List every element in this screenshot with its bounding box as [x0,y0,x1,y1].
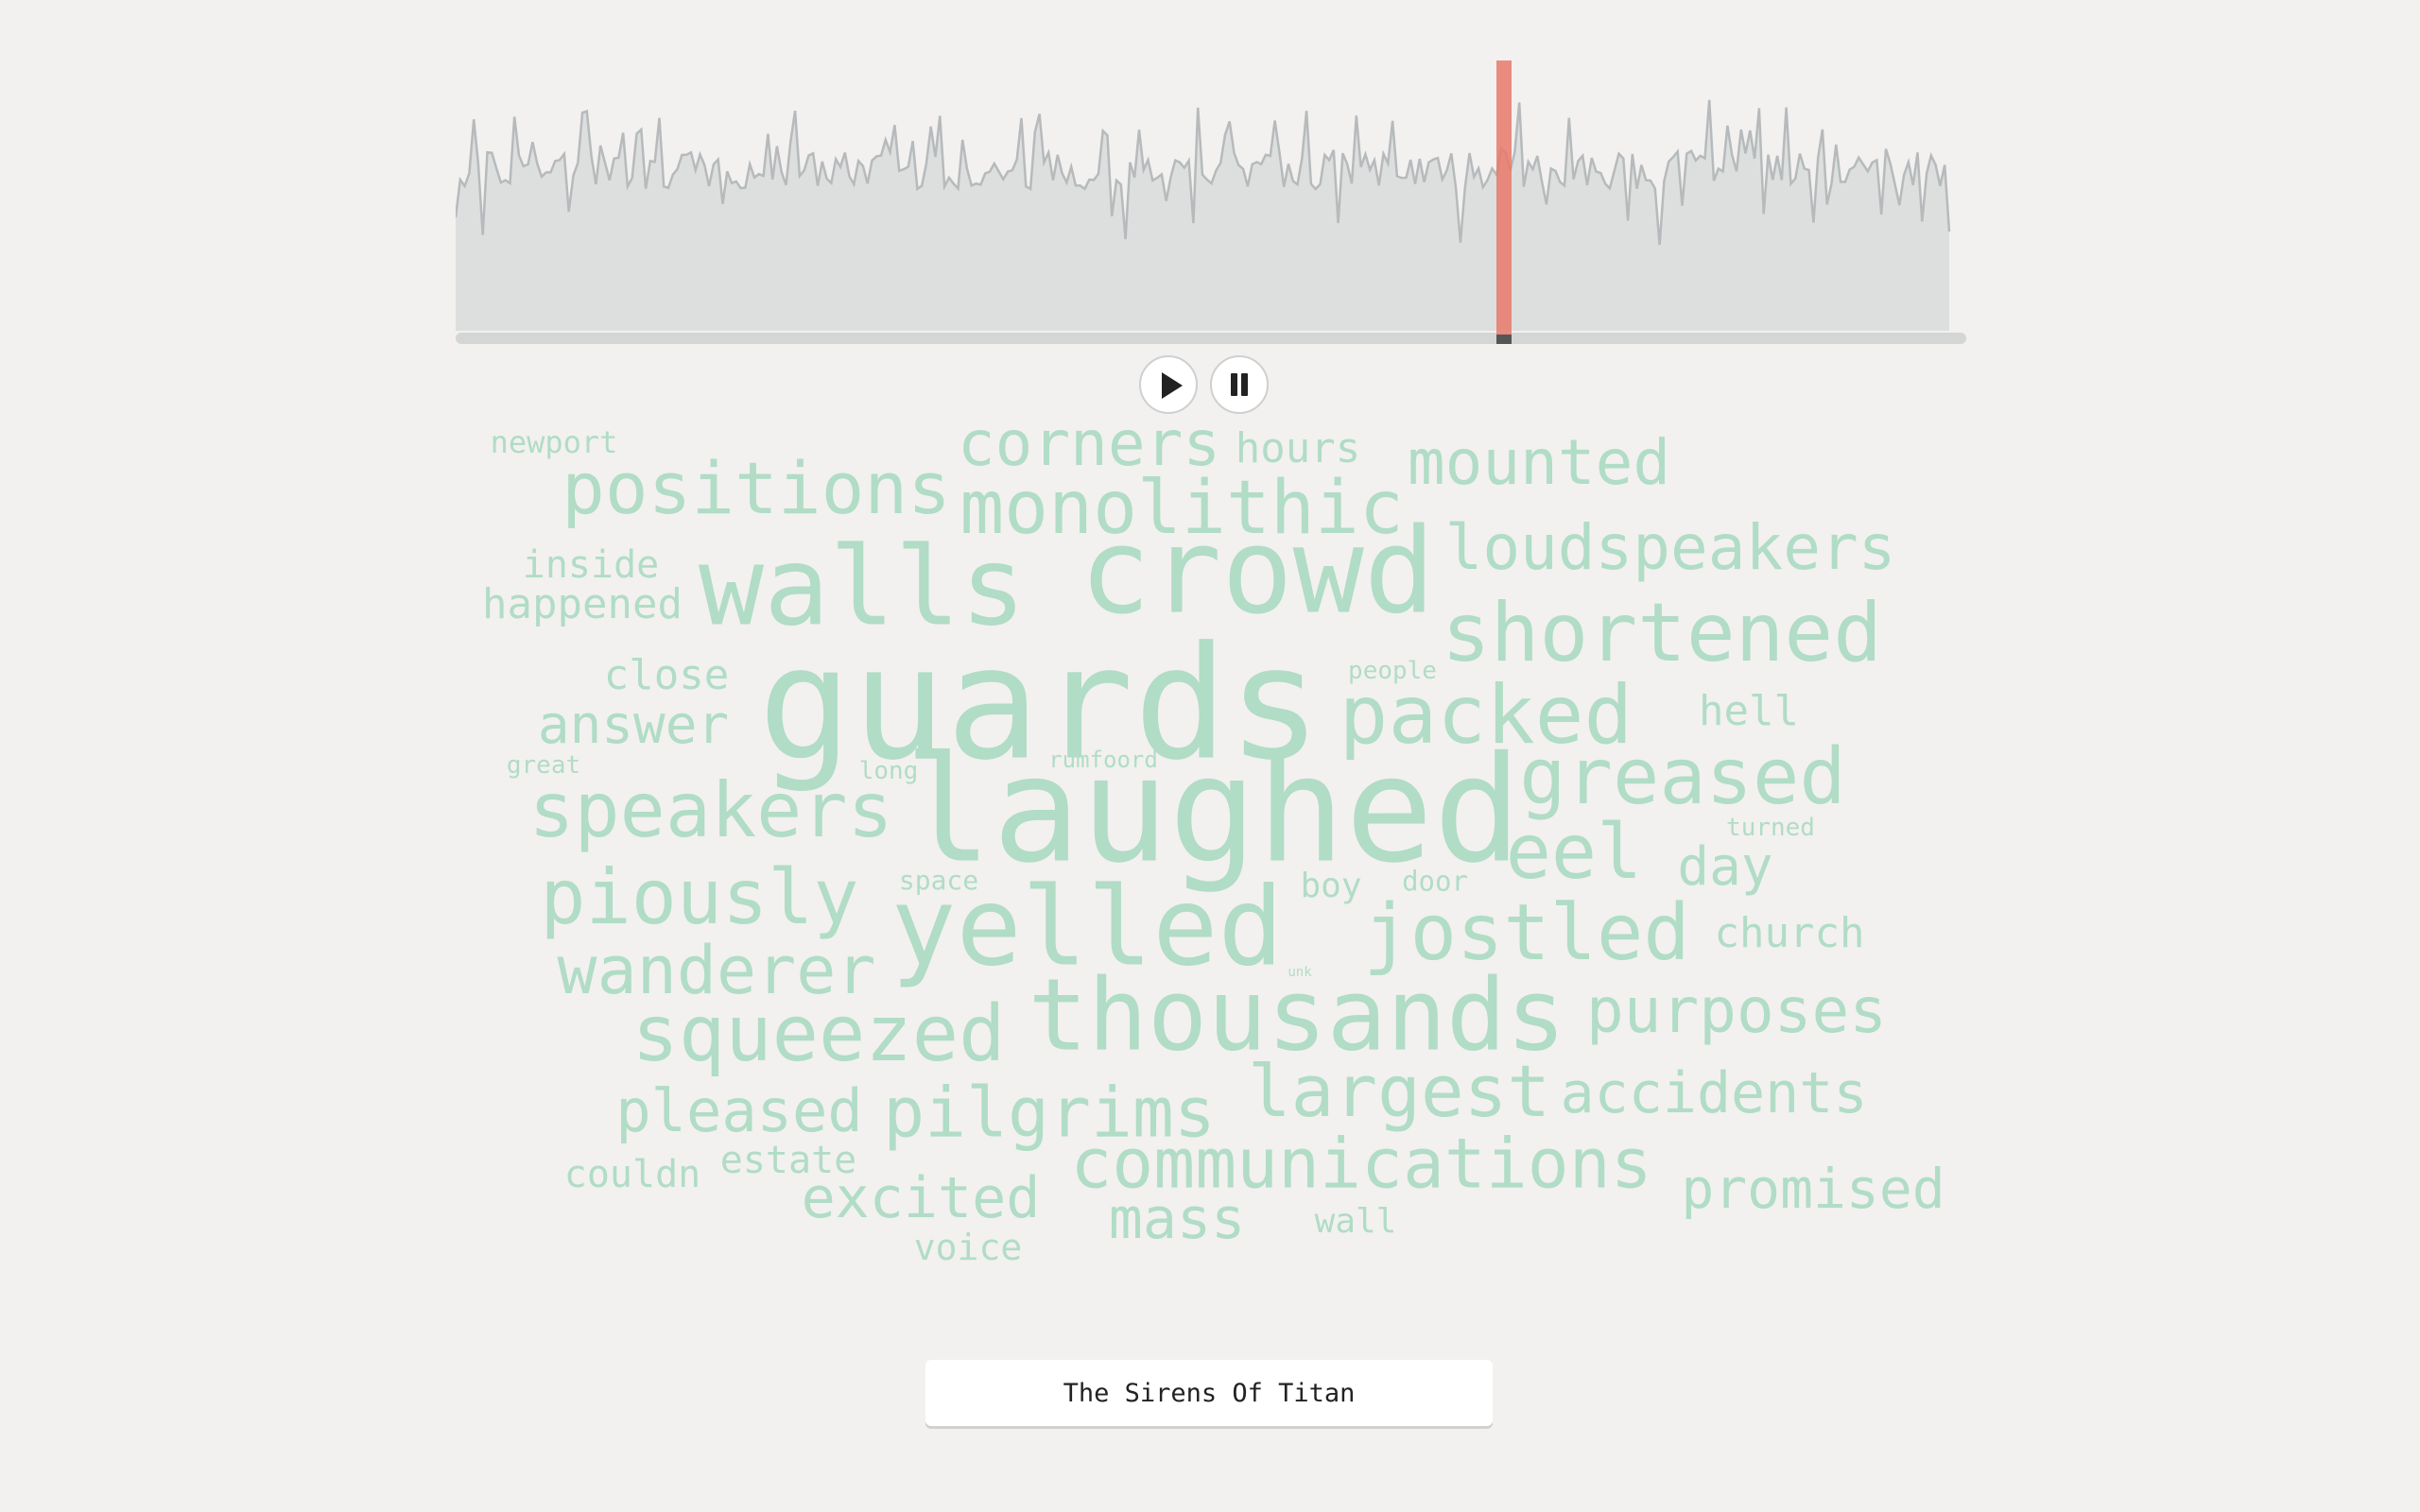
pause-icon [1231,373,1248,396]
cloud-word-largest: largest [1247,1049,1551,1133]
cloud-word-rumfoord: rumfoord [1048,747,1158,773]
play-icon [1162,372,1183,399]
waveform-line [456,99,1951,246]
cloud-word-hours: hours [1235,424,1361,472]
cloud-word-squeezed: squeezed [631,989,1006,1079]
cloud-word-wanderer: wanderer [557,932,876,1009]
cloud-word-happened: happened [482,580,683,628]
cloud-word-mounted: mounted [1407,426,1671,499]
cloud-word-couldn: couldn [563,1153,701,1196]
cloud-word-boy: boy [1300,867,1362,905]
cloud-word-space: space [898,865,979,896]
cloud-word-jostled: jostled [1363,888,1690,978]
cloud-word-pleased: pleased [615,1076,863,1145]
cloud-word-thousands: thousands [1028,957,1566,1074]
cloud-word-door: door [1402,865,1468,898]
cloud-word-people: people [1348,657,1437,685]
waveform-area [456,99,1949,331]
waveform[interactable] [456,57,1966,350]
book-title: The Sirens Of Titan [1063,1378,1356,1408]
cloud-word-eel: eel [1505,808,1643,896]
cloud-word-hell: hell [1699,687,1799,735]
cloud-word-inside: inside [522,543,660,587]
cloud-word-estate: estate [719,1139,857,1182]
cloud-word-shortened: shortened [1442,586,1882,680]
cloud-word-long: long [858,757,919,785]
cloud-word-piously: piously [540,853,859,941]
cloud-word-day: day [1677,836,1773,898]
progress-track[interactable] [456,333,1966,344]
cloud-word-unk: unk [1288,965,1312,980]
cloud-word-promised: promised [1681,1157,1945,1221]
cloud-word-yelled: yelled [890,864,1284,991]
cloud-word-voice: voice [913,1227,1023,1268]
cloud-word-monolithic: monolithic [959,466,1404,551]
cloud-word-mass: mass [1108,1186,1246,1252]
cloud-word-answer: answer [537,695,730,756]
play-button[interactable] [1139,355,1198,414]
waveform-graph [456,99,1951,331]
cloud-word-greased: greased [1519,732,1846,822]
cloud-word-purposes: purposes [1586,974,1887,1047]
cloud-word-speakers: speakers [528,766,893,854]
playhead-cursor[interactable] [1496,60,1512,344]
cloud-word-pilgrims: pilgrims [883,1073,1216,1154]
cloud-word-wall: wall [1314,1202,1397,1241]
title-box: The Sirens Of Titan [925,1360,1493,1426]
cloud-word-newport: newport [490,424,618,460]
cloud-word-packed: packed [1339,668,1634,763]
cloud-word-corners: corners [957,407,1221,480]
cloud-word-great: great [506,751,581,780]
pause-button[interactable] [1210,355,1269,414]
cloud-word-church: church [1714,909,1865,957]
cloud-word-communications: communications [1070,1124,1652,1205]
cloud-word-excited: excited [801,1165,1041,1231]
cloud-word-walls: walls [698,524,1027,651]
cloud-word-crowd: crowd [1079,503,1436,641]
cloud-word-positions: positions [562,446,951,530]
cloud-word-accidents: accidents [1560,1060,1868,1126]
playhead-knob[interactable] [1496,335,1512,344]
cloud-word-turned: turned [1726,814,1815,842]
cloud-word-loudspeakers: loudspeakers [1444,511,1896,584]
cloud-word-close: close [603,651,730,699]
cloud-word-guards: guards [757,612,1322,795]
cloud-word-laughed: laughed [904,724,1522,896]
